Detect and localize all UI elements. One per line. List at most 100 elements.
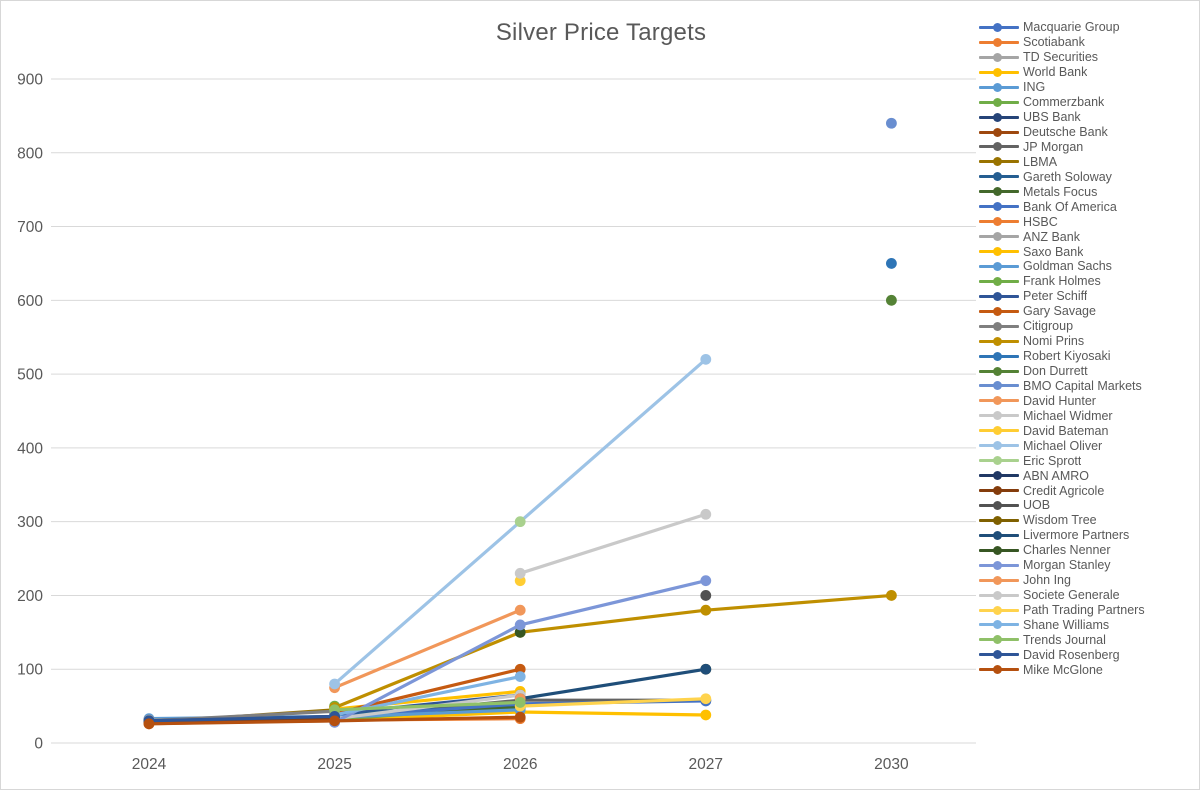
legend-item-citigroup[interactable]: Citigroup xyxy=(979,319,1197,334)
legend-item-path-trading-partners[interactable]: Path Trading Partners xyxy=(979,603,1197,618)
legend-item-gary-savage[interactable]: Gary Savage xyxy=(979,304,1197,319)
legend-item-wisdom-tree[interactable]: Wisdom Tree xyxy=(979,513,1197,528)
legend-item-scotiabank[interactable]: Scotiabank xyxy=(979,35,1197,50)
legend-item-jp-morgan[interactable]: JP Morgan xyxy=(979,140,1197,155)
legend-item-anz-bank[interactable]: ANZ Bank xyxy=(979,229,1197,244)
legend-item-deutsche-bank[interactable]: Deutsche Bank xyxy=(979,125,1197,140)
data-point-marker xyxy=(514,619,526,631)
legend-item-eric-sprott[interactable]: Eric Sprott xyxy=(979,453,1197,468)
legend-label: Societe Generale xyxy=(1023,588,1120,603)
y-tick-label: 700 xyxy=(17,219,43,236)
data-point-marker xyxy=(514,697,526,708)
legend-label: John Ing xyxy=(1023,573,1071,588)
legend-item-bmo-capital-markets[interactable]: BMO Capital Markets xyxy=(979,379,1197,394)
legend-series-marker-icon xyxy=(979,455,1019,466)
legend-series-marker-icon xyxy=(979,22,1019,33)
legend-item-lbma[interactable]: LBMA xyxy=(979,154,1197,169)
legend-label: David Rosenberg xyxy=(1023,647,1120,662)
legend-item-livermore-partners[interactable]: Livermore Partners xyxy=(979,528,1197,543)
legend-series-marker-icon xyxy=(979,366,1019,377)
legend-item-gareth-soloway[interactable]: Gareth Soloway xyxy=(979,169,1197,184)
series-line xyxy=(333,700,522,712)
legend-item-charles-nenner[interactable]: Charles Nenner xyxy=(979,543,1197,558)
data-point-marker xyxy=(514,663,526,675)
data-point-marker xyxy=(700,604,712,616)
legend-series-marker-icon xyxy=(979,605,1019,616)
series-societe-generale xyxy=(514,508,712,579)
legend-item-credit-agricole[interactable]: Credit Agricole xyxy=(979,483,1197,498)
legend-item-goldman-sachs[interactable]: Goldman Sachs xyxy=(979,259,1197,274)
legend-item-td-securities[interactable]: TD Securities xyxy=(979,50,1197,65)
legend-item-michael-oliver[interactable]: Michael Oliver xyxy=(979,438,1197,453)
legend-item-trends-journal[interactable]: Trends Journal xyxy=(979,632,1197,647)
legend-label: ABN AMRO xyxy=(1023,468,1089,483)
legend-label: HSBC xyxy=(1023,214,1058,229)
legend-label: Gareth Soloway xyxy=(1023,169,1112,184)
legend-item-ing[interactable]: ING xyxy=(979,80,1197,95)
x-tick-label: 2024 xyxy=(132,756,167,773)
legend-item-robert-kiyosaki[interactable]: Robert Kiyosaki xyxy=(979,349,1197,364)
data-point-marker xyxy=(886,294,897,306)
legend-label: Frank Holmes xyxy=(1023,274,1101,289)
legend-label: BMO Capital Markets xyxy=(1023,378,1142,393)
legend-item-david-rosenberg[interactable]: David Rosenberg xyxy=(979,647,1197,662)
legend-item-david-hunter[interactable]: David Hunter xyxy=(979,393,1197,408)
legend-label: JP Morgan xyxy=(1023,139,1084,154)
series-david-bateman xyxy=(514,575,526,587)
legend-item-shane-williams[interactable]: Shane Williams xyxy=(979,618,1197,633)
legend-series-marker-icon xyxy=(979,291,1019,302)
legend-series-marker-icon xyxy=(979,560,1019,571)
legend-item-societe-generale[interactable]: Societe Generale xyxy=(979,588,1197,603)
legend-label: Michael Oliver xyxy=(1023,438,1103,453)
y-tick-label: 800 xyxy=(17,145,43,162)
legend-item-frank-holmes[interactable]: Frank Holmes xyxy=(979,274,1197,289)
legend-item-abn-amro[interactable]: ABN AMRO xyxy=(979,468,1197,483)
series-bmo-capital-markets xyxy=(886,117,897,129)
data-point-marker xyxy=(514,711,526,723)
y-tick-label: 100 xyxy=(17,662,43,679)
legend-item-metals-focus[interactable]: Metals Focus xyxy=(979,184,1197,199)
y-tick-label: 300 xyxy=(17,514,43,531)
legend-series-marker-icon xyxy=(979,470,1019,481)
legend-series-marker-icon xyxy=(979,634,1019,645)
legend-series-marker-icon xyxy=(979,231,1019,242)
data-point-marker xyxy=(143,718,155,730)
legend-item-ubs-bank[interactable]: UBS Bank xyxy=(979,110,1197,125)
legend-series-marker-icon xyxy=(979,336,1019,347)
legend-series-marker-icon xyxy=(979,530,1019,541)
data-point-marker xyxy=(329,715,340,727)
legend-label: LBMA xyxy=(1023,154,1058,169)
legend-label: Peter Schiff xyxy=(1023,289,1088,304)
data-point-marker xyxy=(700,693,712,705)
series-line xyxy=(518,512,708,575)
legend-item-mike-mcglone[interactable]: Mike McGlone xyxy=(979,662,1197,677)
legend-series-marker-icon xyxy=(979,425,1019,436)
series-don-durrett xyxy=(886,294,897,306)
legend-series-marker-icon xyxy=(979,261,1019,272)
x-tick-label: 2027 xyxy=(689,756,723,773)
legend-item-macquarie-group[interactable]: Macquarie Group xyxy=(979,20,1197,35)
legend-item-hsbc[interactable]: HSBC xyxy=(979,214,1197,229)
legend-label: David Bateman xyxy=(1023,423,1109,438)
legend-label: Robert Kiyosaki xyxy=(1023,349,1111,364)
legend-series-marker-icon xyxy=(979,246,1019,257)
legend-item-don-durrett[interactable]: Don Durrett xyxy=(979,364,1197,379)
legend-item-morgan-stanley[interactable]: Morgan Stanley xyxy=(979,558,1197,573)
legend-series-marker-icon xyxy=(979,67,1019,78)
series-line xyxy=(333,608,522,690)
legend-item-michael-widmer[interactable]: Michael Widmer xyxy=(979,408,1197,423)
legend-series-marker-icon xyxy=(979,306,1019,317)
legend-item-world-bank[interactable]: World Bank xyxy=(979,65,1197,80)
legend-item-john-ing[interactable]: John Ing xyxy=(979,573,1197,588)
legend-label: Commerzbank xyxy=(1023,95,1105,110)
legend-label: ANZ Bank xyxy=(1023,229,1080,244)
legend-item-uob[interactable]: UOB xyxy=(979,498,1197,513)
legend-item-bank-of-america[interactable]: Bank Of America xyxy=(979,199,1197,214)
legend-item-david-bateman[interactable]: David Bateman xyxy=(979,423,1197,438)
legend-item-saxo-bank[interactable]: Saxo Bank xyxy=(979,244,1197,259)
data-point-marker xyxy=(514,567,526,579)
legend-item-nomi-prins[interactable]: Nomi Prins xyxy=(979,334,1197,349)
data-point-marker xyxy=(700,590,712,601)
legend-item-commerzbank[interactable]: Commerzbank xyxy=(979,95,1197,110)
legend-item-peter-schiff[interactable]: Peter Schiff xyxy=(979,289,1197,304)
